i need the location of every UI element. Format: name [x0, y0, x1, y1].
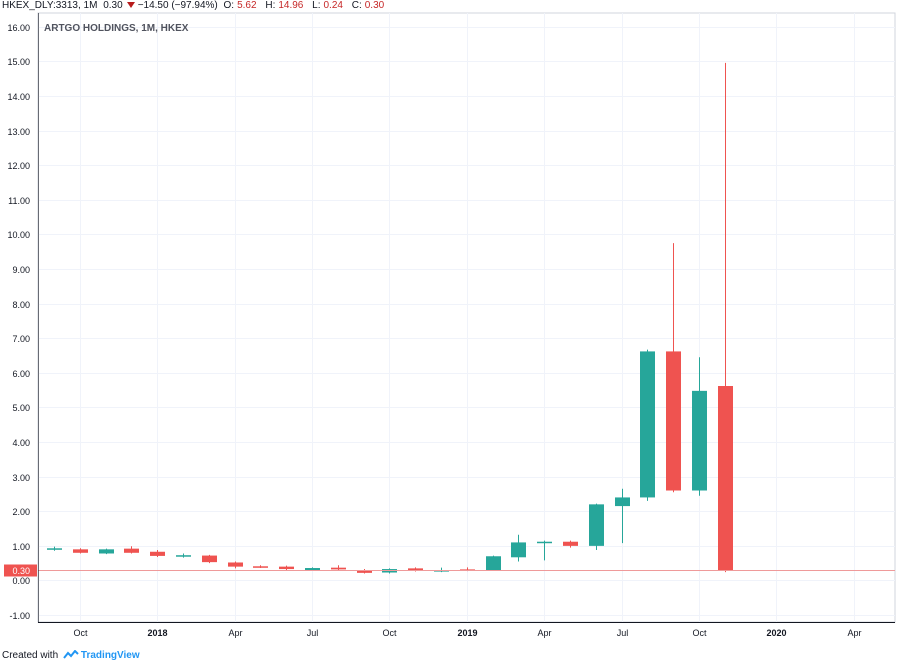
- open-label: O: 5.62: [223, 0, 257, 11]
- close-label: C: 0.30: [351, 0, 385, 11]
- candle-body: [279, 566, 294, 570]
- candle: [99, 548, 114, 555]
- y-tick-label: 10.00: [7, 230, 30, 240]
- y-tick-label: 9.00: [12, 265, 30, 275]
- candle-body: [692, 390, 707, 491]
- y-tick-label: 6.00: [12, 369, 30, 379]
- candle-body: [305, 568, 320, 571]
- candle: [589, 503, 604, 551]
- candle-body: [408, 568, 423, 571]
- candle-body: [150, 551, 165, 556]
- footer: Created with TradingView: [2, 650, 140, 662]
- x-tick-label: Apr: [228, 628, 242, 638]
- x-tick-label: Apr: [537, 628, 551, 638]
- candle-body: [99, 549, 114, 554]
- high-label: H: 14.96: [265, 0, 304, 11]
- candle: [73, 548, 88, 554]
- candle-body: [176, 555, 191, 557]
- last-price-badge-label: 0.30: [12, 566, 30, 576]
- candle-body: [718, 386, 733, 571]
- y-tick-label: 8.00: [12, 300, 30, 310]
- candle: [357, 569, 372, 574]
- plot-frame: [37, 12, 896, 623]
- candle-body: [615, 497, 630, 507]
- last-price-badge: [4, 564, 37, 577]
- x-tick-label: 2019: [457, 628, 477, 638]
- candle-body: [47, 548, 62, 550]
- y-tick-label: 14.00: [7, 92, 30, 102]
- low-label: L: 0.24: [312, 0, 343, 11]
- y-tick-label: 5.00: [12, 403, 30, 413]
- candle-body: [202, 555, 217, 563]
- y-tick-label: 12.00: [7, 161, 30, 171]
- candle-body: [124, 548, 139, 553]
- y-tick-label: -1.00: [9, 611, 30, 621]
- y-axis[interactable]: -1.00 0.00 1.00 2.00 3.00 4.00 5.00 6.00 7.00 8.0…: [4, 13, 39, 622]
- y-tick-label: 13.00: [7, 127, 30, 137]
- candle: [124, 546, 139, 554]
- y-tick-label: 0.00: [12, 576, 30, 586]
- candle: [486, 555, 501, 571]
- chart-title: ARTGO HOLDINGS, 1M, HKEX: [44, 23, 189, 34]
- y-tick-label: 3.00: [12, 473, 30, 483]
- x-tick-label: 2018: [147, 628, 167, 638]
- candle-body: [511, 542, 526, 558]
- candle-body: [666, 351, 681, 491]
- candle: [434, 567, 449, 573]
- change-label: −14.50 (−97.94%): [137, 0, 218, 11]
- candle-body: [357, 570, 372, 573]
- candle: [615, 488, 630, 544]
- candle: [253, 565, 268, 569]
- down-triangle-icon: [126, 2, 135, 9]
- candle: [718, 62, 733, 573]
- y-tick-label: 15.00: [7, 57, 30, 67]
- x-axis[interactable]: Oct 2018 Apr Jul Oct 2019 Apr Jul Oct 2020 Apr: [38, 622, 895, 639]
- x-tick-label: Oct: [73, 628, 88, 638]
- symbol-label: HKEX_DLY:3313, 1M: [2, 0, 98, 11]
- candle: [279, 565, 294, 571]
- x-tick-label: 2020: [766, 628, 786, 638]
- candle-body: [486, 556, 501, 571]
- candle: [563, 540, 578, 548]
- tradingview-logo-icon: [63, 650, 79, 659]
- candle: [537, 540, 552, 561]
- candle: [176, 553, 191, 558]
- x-tick-label: Jul: [307, 628, 319, 638]
- x-tick-label: Oct: [692, 628, 707, 638]
- tradingview-brand[interactable]: TradingView: [80, 650, 140, 661]
- candle: [150, 550, 165, 557]
- last-price-label: 0.30: [103, 0, 123, 11]
- created-with-label: Created with: [2, 650, 59, 661]
- candle-body: [563, 541, 578, 546]
- candle-body: [228, 562, 243, 567]
- candle: [511, 534, 526, 562]
- candle-body: [537, 541, 552, 544]
- y-tick-label: 2.00: [12, 507, 30, 517]
- candle-body: [253, 566, 268, 568]
- candles: [38, 62, 895, 574]
- candle: [331, 565, 346, 571]
- candle: [228, 561, 243, 569]
- y-tick-label: 11.00: [8, 196, 30, 206]
- candle: [640, 349, 655, 501]
- candle: [47, 546, 62, 551]
- candle-body: [73, 549, 88, 553]
- candle: [202, 554, 217, 564]
- grid: [37, 12, 896, 623]
- x-tick-label: Apr: [847, 628, 861, 638]
- x-tick-label: Jul: [617, 628, 629, 638]
- candle-body: [331, 567, 346, 570]
- y-tick-label: 16.00: [7, 23, 30, 33]
- x-tick-label: Oct: [382, 628, 397, 638]
- y-tick-label: 1.00: [12, 542, 30, 552]
- candle-body: [589, 504, 604, 546]
- y-tick-label: 7.00: [12, 334, 30, 344]
- candle: [666, 243, 681, 493]
- candle-body: [640, 351, 655, 498]
- y-tick-label: 4.00: [12, 438, 30, 448]
- candle: [692, 357, 707, 496]
- chart-header: HKEX_DLY:3313, 1M 0.30 −14.50 (−97.94%) O…: [2, 0, 390, 12]
